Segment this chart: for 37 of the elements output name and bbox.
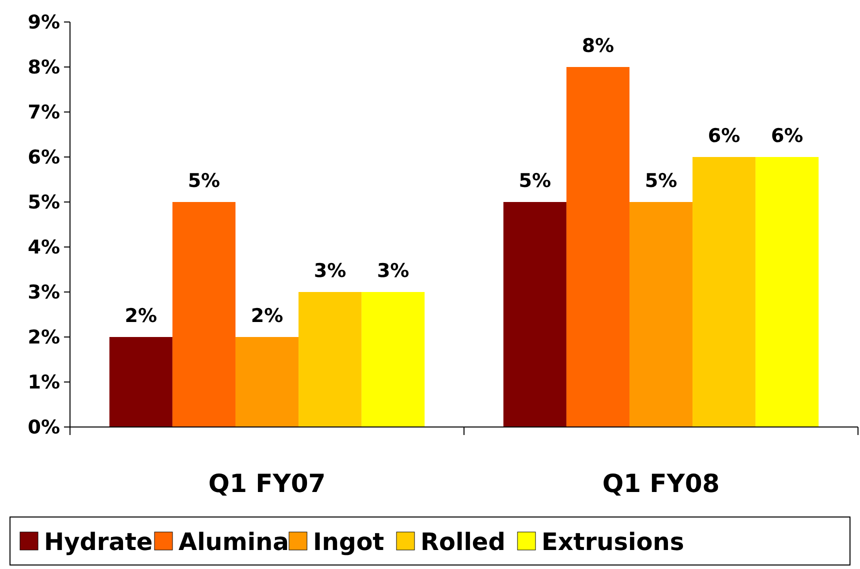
y-tick-label: 8%	[28, 56, 60, 79]
data-label: 6%	[770, 125, 804, 147]
bar	[172, 202, 236, 427]
y-tick-label: 5%	[28, 192, 60, 214]
y-tick-label: 4%	[28, 236, 60, 259]
legend-label: Hydrate	[44, 528, 153, 556]
data-label: 5%	[518, 170, 552, 192]
legend-label: Ingot	[313, 528, 384, 556]
data-label: 2%	[250, 305, 284, 327]
x-tick-label: Q1 FY08	[602, 469, 720, 498]
y-tick-label: 1%	[28, 372, 60, 394]
bar	[692, 157, 756, 427]
x-tick-label: Q1 FY07	[208, 469, 326, 498]
bar	[362, 292, 425, 427]
data-label: 3%	[314, 260, 346, 282]
data-label: 5%	[644, 170, 678, 192]
data-label: 5%	[188, 170, 220, 192]
y-tick-label: 0%	[28, 416, 60, 439]
y-tick-label: 9%	[28, 12, 60, 34]
bar	[503, 202, 566, 427]
y-tick-label: 6%	[28, 146, 60, 169]
bar	[235, 337, 299, 427]
bar	[756, 157, 819, 427]
data-label: 6%	[708, 125, 740, 147]
data-label: 8%	[582, 35, 614, 57]
bar	[566, 67, 630, 427]
y-tick-label: 7%	[28, 102, 60, 124]
y-tick-label: 3%	[28, 282, 60, 304]
y-tick-label: 2%	[28, 326, 60, 349]
legend-label: Extrusions	[542, 528, 684, 556]
data-label: 3%	[376, 260, 410, 282]
bar	[109, 337, 172, 427]
data-label: 2%	[124, 305, 158, 327]
legend-label: Alumina	[178, 528, 289, 556]
bar	[629, 202, 693, 427]
bar	[298, 292, 362, 427]
legend-label: Rolled	[420, 528, 506, 556]
